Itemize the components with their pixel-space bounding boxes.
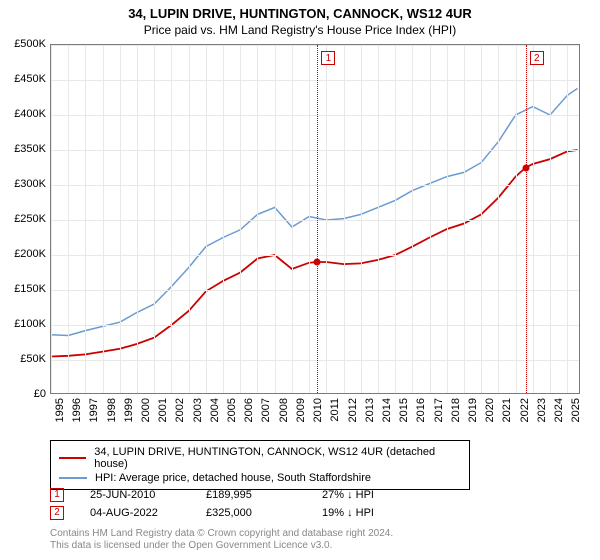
x-tick-label: 2024 — [553, 398, 565, 422]
x-tick-label: 2004 — [209, 398, 221, 422]
x-tick-label: 1996 — [71, 398, 83, 422]
x-tick-label: 2021 — [501, 398, 513, 422]
x-tick-label: 2011 — [329, 398, 341, 422]
event-marker-inline: 1 — [321, 51, 335, 65]
legend-label: HPI: Average price, detached house, Sout… — [95, 472, 371, 484]
x-tick-label: 2023 — [536, 398, 548, 422]
x-tick-label: 2006 — [243, 398, 255, 422]
sale-dot — [314, 259, 321, 266]
x-tick-label: 1997 — [88, 398, 100, 422]
footnote: Contains HM Land Registry data © Crown c… — [50, 528, 393, 552]
y-tick-label: £250K — [14, 213, 46, 225]
x-tick-label: 1995 — [54, 398, 66, 422]
chart-container: 34, LUPIN DRIVE, HUNTINGTON, CANNOCK, WS… — [0, 0, 600, 560]
event-date: 25-JUN-2010 — [90, 489, 180, 501]
x-tick-label: 2022 — [519, 398, 531, 422]
y-tick-label: £400K — [14, 108, 46, 120]
legend-item: HPI: Average price, detached house, Sout… — [59, 471, 461, 485]
y-tick-label: £100K — [14, 318, 46, 330]
x-tick-label: 2020 — [484, 398, 496, 422]
event-row: 2 04-AUG-2022 £325,000 19% ↓ HPI — [50, 504, 374, 522]
x-tick-label: 1998 — [106, 398, 118, 422]
x-tick-label: 2015 — [398, 398, 410, 422]
x-tick-label: 2010 — [312, 398, 324, 422]
events-table: 1 25-JUN-2010 £189,995 27% ↓ HPI 2 04-AU… — [50, 486, 374, 522]
x-tick-label: 2000 — [140, 398, 152, 422]
y-tick-label: £200K — [14, 248, 46, 260]
chart-subtitle: Price paid vs. HM Land Registry's House … — [0, 21, 600, 37]
legend-swatch — [59, 477, 87, 479]
x-tick-label: 2007 — [260, 398, 272, 422]
event-row: 1 25-JUN-2010 £189,995 27% ↓ HPI — [50, 486, 374, 504]
y-tick-label: £150K — [14, 283, 46, 295]
legend-label: 34, LUPIN DRIVE, HUNTINGTON, CANNOCK, WS… — [94, 446, 461, 470]
legend-item: 34, LUPIN DRIVE, HUNTINGTON, CANNOCK, WS… — [59, 445, 461, 471]
y-tick-label: £0 — [34, 388, 46, 400]
x-tick-label: 2012 — [347, 398, 359, 422]
legend: 34, LUPIN DRIVE, HUNTINGTON, CANNOCK, WS… — [50, 440, 470, 490]
x-tick-label: 2009 — [295, 398, 307, 422]
event-date: 04-AUG-2022 — [90, 507, 180, 519]
x-tick-label: 2018 — [450, 398, 462, 422]
plot-region: 12 — [50, 44, 580, 394]
x-tick-label: 2016 — [415, 398, 427, 422]
event-price: £325,000 — [206, 507, 296, 519]
y-tick-label: £450K — [14, 73, 46, 85]
y-tick-label: £300K — [14, 178, 46, 190]
sale-dot — [522, 164, 529, 171]
event-delta: 27% ↓ HPI — [322, 489, 374, 501]
event-marker: 1 — [50, 488, 64, 502]
y-tick-label: £350K — [14, 143, 46, 155]
chart-area: 12 £0£50K£100K£150K£200K£250K£300K£350K£… — [50, 44, 580, 394]
x-tick-label: 2019 — [467, 398, 479, 422]
event-delta: 19% ↓ HPI — [322, 507, 374, 519]
x-tick-label: 2003 — [192, 398, 204, 422]
chart-title: 34, LUPIN DRIVE, HUNTINGTON, CANNOCK, WS… — [0, 0, 600, 21]
x-tick-label: 2013 — [364, 398, 376, 422]
legend-swatch — [59, 457, 86, 459]
x-tick-label: 2001 — [157, 398, 169, 422]
down-arrow-icon: ↓ — [347, 489, 353, 501]
x-tick-label: 2014 — [381, 398, 393, 422]
event-marker: 2 — [50, 506, 64, 520]
event-price: £189,995 — [206, 489, 296, 501]
x-tick-label: 2005 — [226, 398, 238, 422]
x-tick-label: 2008 — [278, 398, 290, 422]
x-tick-label: 2002 — [174, 398, 186, 422]
y-tick-label: £50K — [20, 353, 46, 365]
event-marker-inline: 2 — [530, 51, 544, 65]
x-tick-label: 1999 — [123, 398, 135, 422]
y-tick-label: £500K — [14, 38, 46, 50]
down-arrow-icon: ↓ — [347, 507, 353, 519]
x-tick-label: 2025 — [570, 398, 582, 422]
x-tick-label: 2017 — [433, 398, 445, 422]
